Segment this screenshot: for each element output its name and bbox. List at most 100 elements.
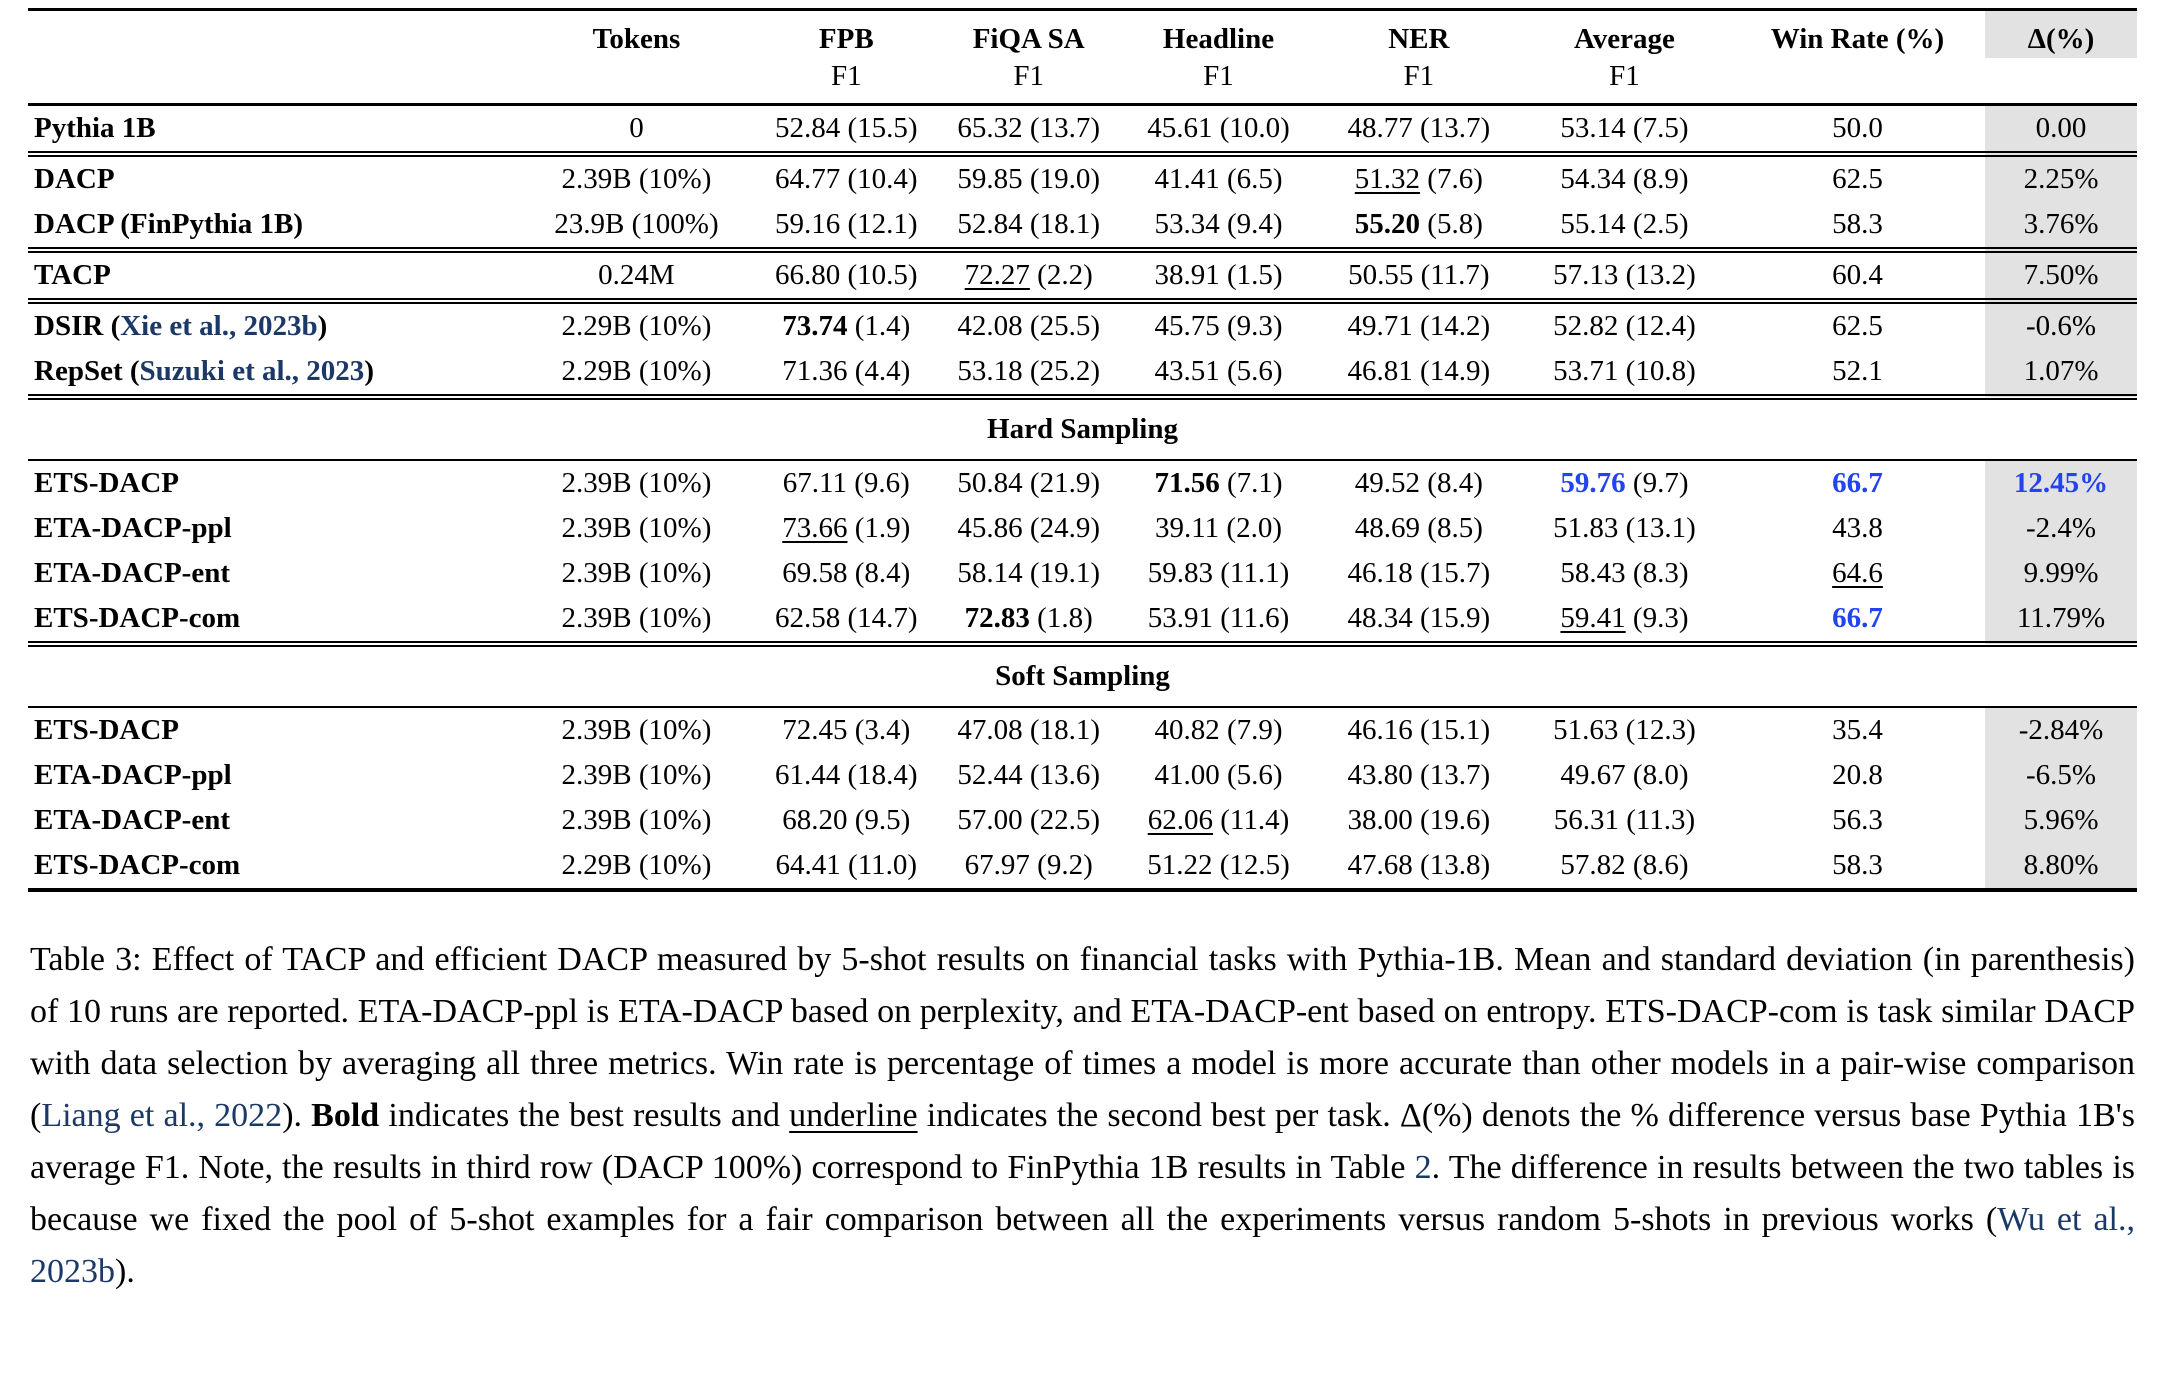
tokens-cell: 2.39B (10%) — [519, 154, 753, 202]
delta-value: 9.99% — [2023, 557, 2099, 589]
tokens-cell: 2.29B (10%) — [519, 349, 753, 397]
std-value: (25.5) — [1029, 310, 1100, 342]
std-value: (9.6) — [854, 467, 910, 499]
average-cell: 51.83 (13.1) — [1519, 506, 1730, 551]
mean-value: 61.44 — [775, 759, 841, 791]
col-header-label: FPB — [818, 23, 874, 55]
citation-link[interactable]: 2 — [1414, 1149, 1432, 1186]
mean-value: 57.13 — [1553, 259, 1619, 291]
mean-value: 45.75 — [1154, 310, 1220, 342]
ner-cell: 50.55 (11.7) — [1319, 250, 1519, 301]
section-band-label: Soft Sampling — [28, 644, 2137, 708]
citation-link[interactable]: Xie et al., 2023b — [120, 310, 318, 342]
delta-value: 5.96% — [2023, 804, 2099, 836]
headline-cell: 43.51 (5.6) — [1118, 349, 1318, 397]
average-cell: 53.71 (10.8) — [1519, 349, 1730, 397]
win-rate-cell: 58.3 — [1730, 843, 1985, 890]
mean-value: 66.80 — [775, 259, 841, 291]
std-value: (8.0) — [1632, 759, 1689, 791]
mean-value: 62.58 — [775, 602, 841, 634]
fiqa-sa-cell: 59.85 (19.0) — [939, 154, 1118, 202]
mean-value: 41.00 — [1154, 759, 1220, 791]
tokens-cell: 2.39B (10%) — [519, 460, 753, 506]
delta-cell: 12.45% — [1985, 460, 2137, 506]
fiqa-sa-cell: 67.97 (9.2) — [939, 843, 1118, 890]
win-rate-value: 20.8 — [1832, 759, 1883, 791]
citation-link[interactable]: Wu et al., 2023b — [30, 1201, 2135, 1290]
mean-value: 46.16 — [1347, 714, 1413, 746]
mean-value: 51.32 — [1354, 163, 1421, 195]
table-row: TACP 0.24M 66.80 (10.5) 72.27 (2.2) 38.91 (1… — [28, 250, 2137, 301]
win-rate-cell: 60.4 — [1730, 250, 1985, 301]
tokens-value: 2.29B (10%) — [561, 355, 712, 387]
std-value: (1.4) — [854, 310, 911, 342]
std-value: (11.7) — [1420, 259, 1490, 291]
std-value: (10.5) — [847, 259, 918, 291]
mean-value: 55.14 — [1560, 208, 1626, 240]
col-header-Δ(%): Δ(%) — [1985, 9, 2137, 58]
row-label: TACP — [28, 250, 519, 301]
ner-cell: 46.81 (14.9) — [1319, 349, 1519, 397]
col-header-Win Rate (%): Win Rate (%) — [1730, 10, 1985, 59]
std-value: (12.4) — [1625, 310, 1696, 342]
tokens-value: 2.29B (10%) — [561, 849, 712, 881]
ner-cell: 47.68 (13.8) — [1319, 843, 1519, 890]
mean-value: 49.71 — [1347, 310, 1413, 342]
std-value: (8.4) — [1427, 467, 1483, 499]
std-value: (13.8) — [1420, 849, 1491, 881]
average-cell: 53.14 (7.5) — [1519, 105, 1730, 155]
mean-value: 39.11 — [1154, 512, 1220, 544]
mean-value: 40.82 — [1154, 714, 1220, 746]
fpb-cell: 64.41 (11.0) — [754, 843, 940, 890]
win-rate-cell: 58.3 — [1730, 202, 1985, 250]
citation-link[interactable]: Liang et al., 2022 — [41, 1097, 283, 1134]
f1-subheader: F1 — [939, 58, 1118, 105]
tokens-cell: 23.9B (100%) — [519, 202, 753, 250]
std-value: (5.8) — [1427, 208, 1483, 240]
delta-cell: 0.00 — [1985, 104, 2137, 154]
std-value: (19.0) — [1029, 163, 1100, 195]
std-value: (18.1) — [1029, 208, 1100, 240]
std-value: (10.8) — [1625, 355, 1696, 387]
mean-value: 50.84 — [957, 467, 1023, 499]
mean-value: 45.86 — [957, 512, 1023, 544]
mean-value: 59.41 — [1560, 602, 1626, 634]
mean-value: 52.84 — [957, 208, 1023, 240]
delta-cell: 11.79% — [1985, 596, 2137, 644]
mean-value: 67.97 — [964, 849, 1030, 881]
mean-value: 67.11 — [782, 467, 847, 499]
row-label: ETA-DACP-ent — [28, 551, 519, 596]
average-cell: 49.67 (8.0) — [1519, 753, 1730, 798]
citation-link[interactable]: Suzuki et al., 2023 — [139, 355, 365, 387]
row-label: ETS-DACP — [28, 707, 519, 753]
tokens-value: 2.39B (10%) — [561, 467, 712, 499]
col-header-Headline: Headline — [1118, 10, 1318, 59]
row-label: Pythia 1B — [28, 105, 519, 155]
mean-value: 38.00 — [1347, 804, 1413, 836]
std-value: (13.1) — [1625, 512, 1696, 544]
delta-value: -2.4% — [2026, 512, 2097, 544]
tokens-value: 2.29B (10%) — [561, 310, 712, 342]
std-value: (14.7) — [847, 602, 918, 634]
delta-value: 0.00 — [2035, 112, 2087, 144]
mean-value: 48.69 — [1354, 512, 1421, 544]
std-value: (10.4) — [847, 163, 918, 195]
win-rate-value: 62.5 — [1832, 310, 1883, 342]
tokens-cell: 0 — [519, 105, 753, 155]
headline-cell: 53.91 (11.6) — [1118, 596, 1318, 644]
col-header-label: NER — [1388, 23, 1450, 55]
mean-value: 52.44 — [957, 759, 1023, 791]
fpb-cell: 72.45 (3.4) — [754, 707, 940, 753]
delta-value: 3.76% — [2023, 208, 2099, 240]
mean-value: 48.34 — [1347, 602, 1413, 634]
model-name: DACP — [34, 163, 115, 195]
tokens-cell: 2.39B (10%) — [519, 596, 753, 644]
std-value: (24.9) — [1029, 512, 1100, 544]
mean-value: 53.14 — [1560, 112, 1626, 144]
model-name: ETS-DACP-com — [34, 849, 241, 881]
table-row: ETS-DACP 2.39B (10%) 72.45 (3.4) 47.08 (18.… — [28, 707, 2137, 753]
table-row: DSIR (Xie et al., 2023b) 2.29B (10%) 73.74… — [28, 301, 2137, 349]
col-header-NER: NER — [1319, 10, 1519, 59]
tokens-value: 2.39B (10%) — [561, 512, 712, 544]
f1-label: F1 — [830, 60, 862, 92]
